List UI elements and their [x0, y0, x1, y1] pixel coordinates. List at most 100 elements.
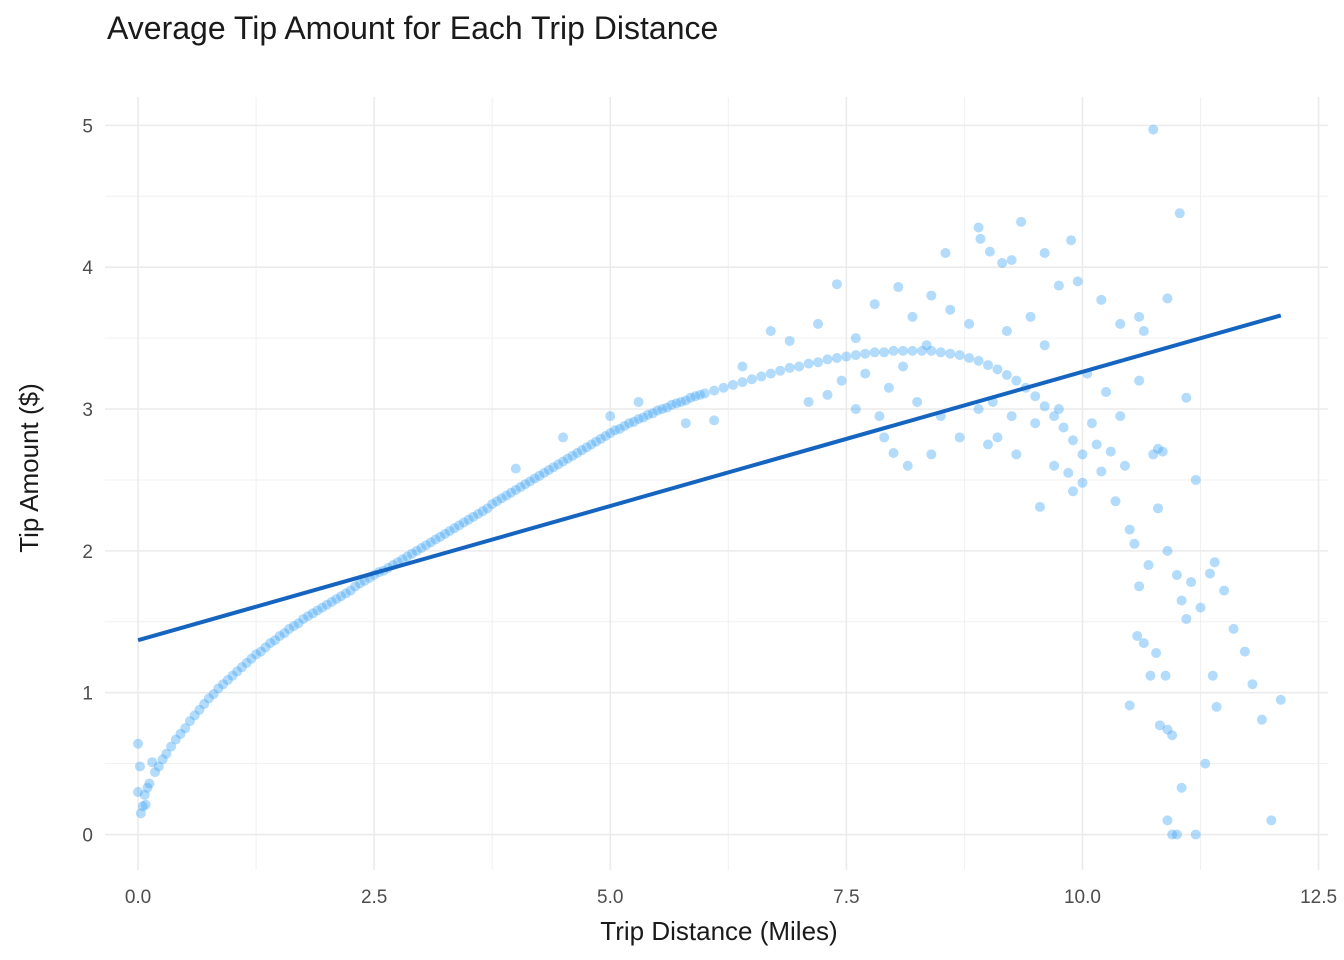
data-point: [1068, 486, 1079, 497]
data-point: [983, 439, 994, 450]
data-point: [973, 222, 984, 233]
data-point: [605, 428, 616, 439]
data-point: [1174, 208, 1185, 219]
data-point: [1068, 435, 1079, 446]
data-point: [1091, 439, 1102, 450]
data-point: [558, 456, 569, 467]
data-point: [157, 754, 168, 765]
data-point: [869, 299, 880, 310]
y-tick-label: 5: [82, 116, 93, 137]
data-point: [685, 392, 696, 403]
data-point: [1001, 326, 1012, 337]
data-point: [860, 368, 871, 379]
data-point: [1151, 647, 1162, 658]
data-point: [737, 361, 748, 372]
data-point: [822, 354, 833, 365]
data-point: [921, 340, 932, 351]
data-point: [321, 599, 332, 610]
data-point: [595, 433, 606, 444]
data-point: [1134, 375, 1145, 386]
data-point: [1167, 730, 1178, 741]
data-point: [912, 396, 923, 407]
data-point: [765, 368, 776, 379]
data-point: [1176, 782, 1187, 793]
data-point: [576, 445, 587, 456]
data-point: [907, 311, 918, 322]
data-point: [831, 352, 842, 363]
y-axis-title: Tip Amount ($): [14, 383, 44, 553]
data-point: [1077, 477, 1088, 488]
data-point: [265, 638, 276, 649]
data-point: [317, 602, 328, 613]
data-points: [133, 124, 1286, 840]
data-point: [1034, 501, 1045, 512]
data-point: [496, 493, 507, 504]
data-point: [1053, 404, 1064, 415]
data-point: [1190, 829, 1201, 840]
data-point: [402, 551, 413, 562]
data-point: [147, 757, 158, 768]
data-point: [133, 786, 144, 797]
data-point: [652, 405, 663, 416]
data-point: [170, 734, 181, 745]
data-point: [898, 361, 909, 372]
data-point: [850, 404, 861, 415]
data-point: [1132, 630, 1143, 641]
data-point: [888, 448, 899, 459]
data-point: [813, 357, 824, 368]
data-point: [902, 460, 913, 471]
x-tick-label: 2.5: [361, 887, 387, 908]
data-point: [756, 371, 767, 382]
data-point: [491, 496, 502, 507]
data-point: [619, 421, 630, 432]
data-point: [553, 459, 564, 470]
data-point: [421, 540, 432, 551]
data-point: [444, 526, 455, 537]
data-point: [227, 670, 238, 681]
data-point: [1266, 815, 1277, 826]
data-point: [836, 375, 847, 386]
data-point: [1134, 311, 1145, 322]
data-point: [539, 467, 550, 478]
data-point: [1105, 446, 1116, 457]
data-point: [468, 511, 479, 522]
data-point: [515, 482, 526, 493]
data-point: [1181, 613, 1192, 624]
data-point: [1030, 418, 1041, 429]
data-point: [945, 304, 956, 315]
data-point: [964, 318, 975, 329]
y-tick-labels: 0 1 2 3 4 5: [82, 116, 93, 846]
data-point: [680, 395, 691, 406]
data-point: [463, 514, 474, 525]
data-point: [869, 347, 880, 358]
data-point: [1096, 466, 1107, 477]
data-point: [1039, 340, 1050, 351]
data-point: [1066, 235, 1077, 246]
data-point: [973, 404, 984, 415]
data-point: [1053, 280, 1064, 291]
data-point: [524, 476, 535, 487]
data-point: [199, 699, 210, 710]
data-point: [581, 442, 592, 453]
data-point: [1228, 623, 1239, 634]
data-point: [208, 689, 219, 700]
data-point: [661, 402, 672, 413]
data-point: [345, 585, 356, 596]
data-point: [534, 470, 545, 481]
data-point: [1153, 503, 1164, 514]
data-point: [657, 404, 668, 415]
x-tick-labels: 0.0 2.5 5.0 7.5 10.0 12.5: [125, 887, 1337, 908]
data-point: [473, 508, 484, 519]
data-point: [326, 596, 337, 607]
data-point: [1162, 724, 1173, 735]
data-point: [1138, 638, 1149, 649]
data-point: [638, 412, 649, 423]
data-point: [572, 448, 583, 459]
data-point: [1157, 446, 1168, 457]
x-tick-label: 10.0: [1064, 887, 1101, 908]
data-point: [354, 578, 365, 589]
y-tick-label: 1: [82, 684, 93, 705]
data-point: [600, 430, 611, 441]
data-point: [1049, 460, 1060, 471]
